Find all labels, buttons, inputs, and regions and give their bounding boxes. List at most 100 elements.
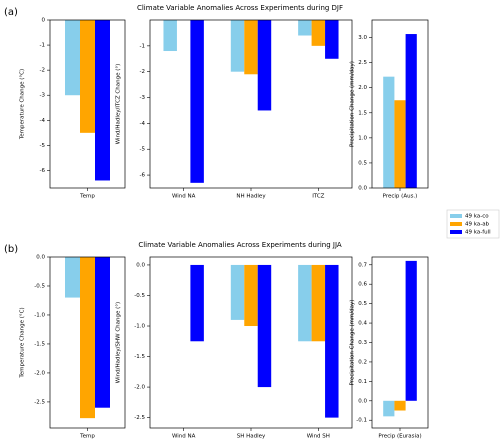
- legend-label: 49 ka-full: [465, 230, 491, 236]
- legend: 49 ka-co 49 ka-ab 49 ka-full: [446, 209, 500, 239]
- legend-swatch: [450, 222, 462, 226]
- y-axis-label: Wind/Hadley/SHW Change (°): [116, 302, 122, 383]
- x-tick-label: Temp: [79, 434, 95, 440]
- y-tick-label: -2.5: [34, 399, 45, 405]
- bar: [394, 400, 406, 411]
- y-tick-label: -1: [140, 43, 145, 49]
- x-tick-label: ITCZ: [312, 194, 324, 200]
- bar: [298, 264, 312, 342]
- y-tick-label: 1.5: [358, 110, 367, 116]
- x-tick-label: Wind SH: [307, 434, 330, 440]
- legend-swatch: [450, 230, 462, 234]
- bar: [311, 264, 326, 342]
- y-tick-label: -6: [40, 168, 46, 174]
- bar: [257, 264, 272, 388]
- panel-label: (b): [4, 244, 18, 255]
- y-tick-label: 0.2: [358, 359, 367, 365]
- bar: [298, 20, 312, 36]
- y-tick-label: 0: [42, 18, 46, 24]
- bar: [405, 260, 417, 401]
- y-tick-label: -2.0: [34, 370, 45, 376]
- axes-frame: [49, 19, 126, 189]
- y-tick-label: -0.5: [34, 283, 45, 289]
- y-tick-label: 0.5: [358, 301, 367, 307]
- bar: [244, 20, 258, 75]
- x-tick-label: SH Hadley: [237, 434, 266, 440]
- chart-title: Climate Variable Anomalies Across Experi…: [138, 241, 342, 249]
- axes-frame: [371, 19, 429, 189]
- y-tick-label: 0.0: [136, 262, 145, 268]
- y-tick-label: 1.0: [358, 135, 367, 141]
- y-tick-label: 0.0: [36, 255, 45, 261]
- bar: [257, 20, 272, 111]
- y-tick-label: -3: [140, 95, 146, 101]
- x-tick-label: NH Hadley: [236, 194, 266, 200]
- axes-frame: [49, 256, 126, 429]
- y-tick-label: -1.5: [134, 354, 145, 360]
- y-tick-label: 0.1: [358, 379, 367, 385]
- y-tick-label: -2.0: [134, 385, 145, 391]
- y-tick-label: -1.0: [134, 324, 145, 330]
- legend-label: 49 ka-co: [465, 214, 489, 220]
- bar: [190, 264, 204, 342]
- y-tick-label: 3.0: [358, 35, 367, 41]
- legend-label: 49 ka-ab: [465, 222, 490, 228]
- y-tick-label: -2: [140, 69, 145, 75]
- bar: [383, 400, 395, 417]
- x-tick-label: Wind NA: [172, 434, 196, 440]
- y-tick-label: 0.5: [358, 160, 367, 166]
- y-tick-label: 2.0: [358, 85, 367, 91]
- y-axis-label: Precipitation Change (mm/day): [350, 61, 356, 147]
- y-tick-label: 0.7: [358, 262, 367, 268]
- y-axis-label: Temperature Change (°C): [20, 69, 26, 140]
- y-tick-label: 2.5: [358, 60, 367, 66]
- y-tick-label: -4: [140, 121, 146, 127]
- y-axis-label: Temperature Change (°C): [20, 307, 26, 378]
- bar: [325, 264, 339, 418]
- y-tick-label: -2: [40, 68, 45, 74]
- y-tick-label: -1.0: [34, 312, 45, 318]
- y-axis-label: Wind/Hadley/ITCZ Change (°): [116, 64, 122, 145]
- y-tick-label: -3: [40, 93, 46, 99]
- bar: [383, 76, 395, 188]
- x-tick-label: Precip (Aus.): [383, 194, 418, 200]
- y-tick-label: 0.0: [358, 186, 367, 192]
- bar: [95, 20, 110, 181]
- bar: [394, 100, 406, 188]
- bar: [311, 20, 326, 46]
- bar: [95, 257, 110, 408]
- y-tick-label: -5: [140, 147, 146, 153]
- bar: [80, 20, 95, 133]
- bar: [405, 34, 417, 188]
- bar: [325, 20, 339, 59]
- y-tick-label: 0.0: [358, 398, 367, 404]
- y-tick-label: -2.5: [134, 415, 145, 421]
- y-tick-label: -1: [40, 43, 45, 49]
- x-tick-label: Precip (Eurasia): [378, 434, 421, 440]
- bar: [80, 257, 95, 419]
- bar: [65, 257, 80, 298]
- panel-label: (a): [4, 7, 18, 18]
- bar: [163, 20, 177, 52]
- y-tick-label: 0.3: [358, 340, 367, 346]
- y-tick-label: -0.1: [356, 418, 367, 424]
- x-tick-label: Temp: [79, 194, 95, 200]
- y-tick-label: -4: [40, 118, 46, 124]
- axes-frame: [149, 256, 353, 429]
- y-tick-label: 0.6: [358, 282, 367, 288]
- y-tick-label: -0.5: [134, 293, 145, 299]
- x-tick-label: Wind NA: [172, 194, 196, 200]
- bar: [65, 20, 80, 96]
- chart-title: Climate Variable Anomalies Across Experi…: [137, 4, 343, 12]
- y-tick-label: -6: [140, 173, 146, 179]
- bar: [190, 20, 204, 183]
- bar: [244, 264, 258, 327]
- y-tick-label: -1.5: [34, 341, 45, 347]
- bar: [230, 20, 245, 72]
- y-axis-label: Precipitation Change (mm/day): [350, 300, 356, 386]
- y-tick-label: 0.4: [358, 321, 367, 327]
- axes-frame: [371, 256, 429, 429]
- legend-swatch: [450, 214, 462, 218]
- axes-frame: [149, 19, 353, 189]
